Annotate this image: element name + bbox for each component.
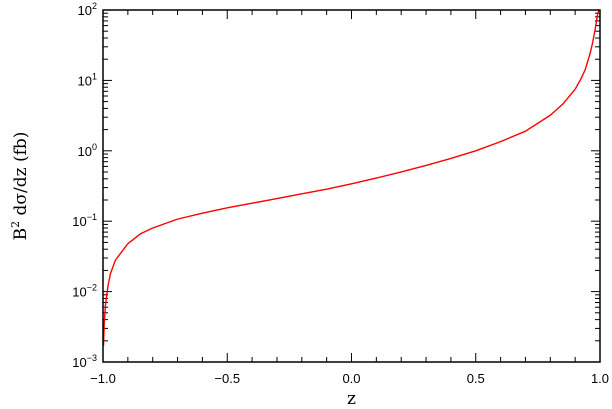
y-tick-label: 10−3 [72,353,97,370]
plot-frame [102,9,601,363]
x-tick-label: −0.5 [214,371,240,386]
y-tick-label: 10−1 [72,212,97,229]
y-tick-label: 100 [78,142,97,159]
y-tick-label: 102 [78,1,97,18]
y-axis-label-rest: dσ/dz (fb) [11,132,31,221]
x-axis-label: z [347,389,356,409]
y-axis-label-superscript: 2 [9,221,22,228]
y-tick-label: 101 [78,71,97,88]
y-tick-label: 10−2 [72,283,97,300]
x-tick-label: 1.0 [591,371,609,386]
tick-labels: −1.0 −0.5 0.0 0.5 1.0 10−3 10−2 10−1 100 101 102 [72,1,609,386]
axis-ticks [102,10,601,363]
series-line-0 [102,9,600,346]
x-tick-label: 0.5 [467,371,485,386]
y-axis-label-base: B [11,228,31,241]
x-tick-label: 0.0 [342,371,360,386]
series-layer [102,9,600,346]
y-axis-label: B2 dσ/dz (fb) [9,132,31,241]
x-tick-label: −1.0 [90,371,116,386]
